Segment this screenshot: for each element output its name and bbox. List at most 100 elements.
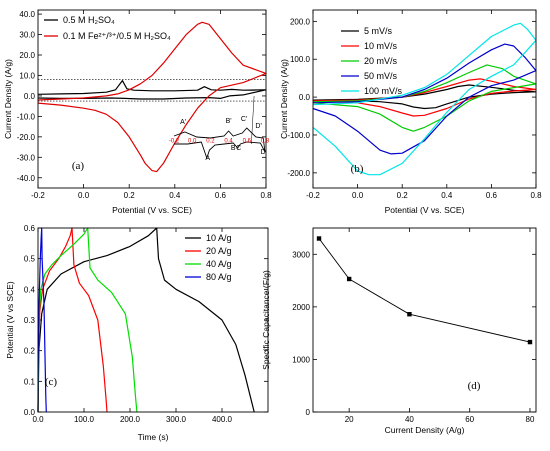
y-tick-label: 10.0 <box>19 71 35 80</box>
x-tick-label: 0.0 <box>32 415 44 424</box>
legend-label: 10 A/g <box>206 233 232 243</box>
x-axis-label: Time (s) <box>138 432 169 442</box>
inset-tick-label: 0.2 <box>206 139 215 145</box>
x-tick-label: -0.2 <box>306 191 320 200</box>
x-tick-label: 0.4 <box>169 191 181 200</box>
panel-label: (d) <box>468 380 481 392</box>
x-tick-label: 20 <box>345 415 354 424</box>
series-line-1 <box>37 227 108 413</box>
inset-tick-label: 0.6 <box>243 139 252 145</box>
inset-pointer <box>251 95 255 145</box>
legend-label: 50 mV/s <box>364 71 398 81</box>
x-tick-label: 0.2 <box>124 191 136 200</box>
x-tick-label: 0.0 <box>78 191 90 200</box>
series-line-0 <box>37 79 267 100</box>
data-point <box>346 276 352 282</box>
inset-peak-label: D' <box>255 123 261 130</box>
chart-panel-a: -40.0 -30.0 -20.0 -10.0 0.0 10.0 20.0 30.0 40.0 -… <box>3 9 272 215</box>
inset-peak-label: C <box>236 145 241 152</box>
inset-peak-label: B <box>231 145 236 152</box>
y-tick-label: 0.6 <box>24 224 36 233</box>
x-axis-label: Potential (V vs. SCE) <box>112 205 192 215</box>
series-line-4 <box>312 22 537 176</box>
inset-tick-label: 0.8 <box>261 139 270 145</box>
y-axis-label: Current Density (A/g) <box>279 59 289 139</box>
series-line-1 <box>312 78 537 117</box>
plot-frame <box>312 227 537 413</box>
x-tick-label: 0.6 <box>486 191 498 200</box>
series-line-2 <box>312 64 537 132</box>
data-point <box>407 312 412 317</box>
y-axis-label: Specific Capacitance (F/g) <box>261 270 271 370</box>
legend-label: 10 mV/s <box>364 41 398 51</box>
y-tick-label: -20.0 <box>17 133 36 142</box>
y-tick-label: 0.5 <box>24 255 36 264</box>
legend-label: 100 mV/s <box>364 86 403 96</box>
inset-tick-label: 0.4 <box>224 139 233 145</box>
x-tick-label: 80 <box>526 415 535 424</box>
chart-panel-b: -200.0 -100.0 0.0 100.0 200.0 -0.2 0.0 0.2 0.4 0.… <box>279 9 542 215</box>
y-tick-label: 200.0 <box>290 17 311 26</box>
plot-frame <box>37 227 269 413</box>
y-tick-label: 0.2 <box>24 347 36 356</box>
y-tick-label: -200.0 <box>287 169 310 178</box>
y-tick-label: -100.0 <box>287 131 310 140</box>
series-line-3 <box>312 43 537 155</box>
y-tick-label: 0.1 <box>24 377 36 386</box>
legend-label: 0.1 M Fe²⁺/³⁺/0.5 M H₂SO₄ <box>63 31 171 41</box>
x-axis-label: Potential (V vs. SCE) <box>385 205 465 215</box>
y-tick-label: 0.0 <box>24 408 36 417</box>
legend-label: 5 mV/s <box>364 26 393 36</box>
y-tick-label: 0.0 <box>24 92 36 101</box>
inset-peak-label: A' <box>180 119 186 126</box>
y-tick-label: 100.0 <box>290 55 311 64</box>
panel-label: (a) <box>72 160 85 172</box>
inset-peak-label: A <box>205 155 210 162</box>
y-tick-label: -10.0 <box>17 112 36 121</box>
x-tick-label: -0.2 <box>31 191 45 200</box>
y-tick-label: 40.0 <box>19 10 35 19</box>
y-tick-label: -40.0 <box>17 174 36 183</box>
y-tick-label: 1000 <box>292 355 310 364</box>
y-tick-label: 3000 <box>292 250 310 259</box>
x-tick-label: 400.0 <box>212 415 233 424</box>
y-tick-label: 20.0 <box>19 51 35 60</box>
x-tick-label: 0.4 <box>441 191 453 200</box>
plot-frame <box>312 9 537 189</box>
plot-frame <box>37 9 267 189</box>
y-axis-label: Current Density (A/g) <box>3 59 13 139</box>
x-tick-label: 60 <box>465 415 474 424</box>
x-tick-label: 0.8 <box>530 191 542 200</box>
y-tick-label: -30.0 <box>17 153 36 162</box>
series-line-1 <box>37 21 267 173</box>
legend-label: 40 A/g <box>206 259 232 269</box>
inset-peak-label: D <box>261 149 266 156</box>
data-point <box>316 236 322 241</box>
inset-peak-label: C' <box>241 116 247 123</box>
inset-peak-label: B' <box>226 118 232 125</box>
x-tick-label: 0.6 <box>215 191 227 200</box>
x-tick-label: 200.0 <box>120 415 141 424</box>
series-line-0 <box>312 84 537 110</box>
inset-tick-label: -0.2 <box>169 139 180 145</box>
x-tick-label: 40 <box>405 415 414 424</box>
legend-label: 80 A/g <box>206 272 232 282</box>
chart-panel-d: 0 1000 2000 3000 20 40 60 80 Current Density (A/… <box>261 227 537 435</box>
y-tick-label: 0.0 <box>299 93 311 102</box>
x-tick-label: 0.2 <box>397 191 409 200</box>
legend-label: 0.5 M H₂SO₄ <box>63 15 115 25</box>
legend-label: 20 A/g <box>206 246 232 256</box>
data-point <box>527 339 533 345</box>
legend-label: 20 mV/s <box>364 56 398 66</box>
chart-panel-c: 0.0 0.1 0.2 0.3 0.4 0.5 0.6 0.0 100.0 200.0 300.0 4… <box>5 224 269 442</box>
x-tick-label: 100.0 <box>74 415 95 424</box>
panel-label: (c) <box>45 376 58 388</box>
y-tick-label: 0.3 <box>24 316 36 325</box>
y-tick-label: 2000 <box>292 303 310 312</box>
y-tick-label: 30.0 <box>19 31 35 40</box>
y-tick-label: 0.4 <box>24 285 36 294</box>
inset-cv-line <box>173 127 266 160</box>
y-axis-label: Potential (V vs SCE) <box>5 281 15 359</box>
panel-label: (b) <box>351 163 364 175</box>
